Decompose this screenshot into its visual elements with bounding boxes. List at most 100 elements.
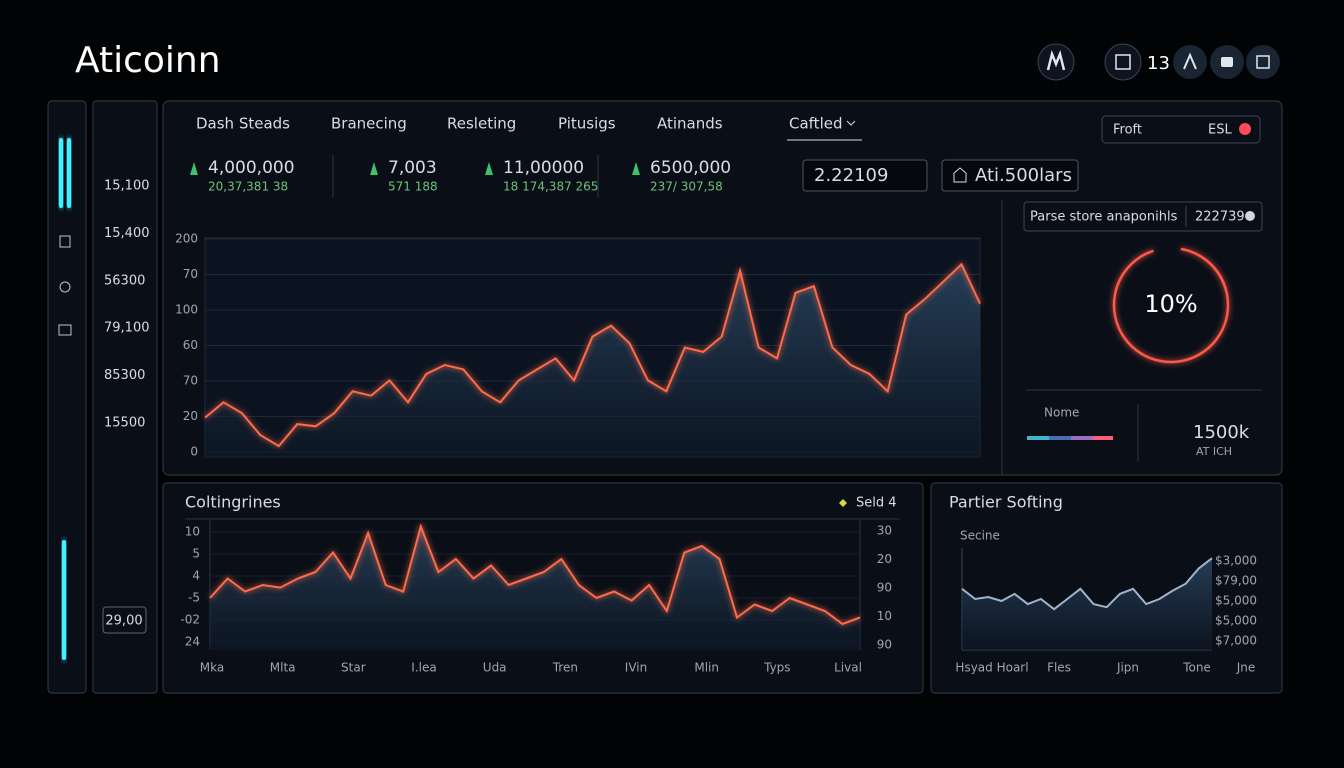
- y-tick-label: $79,00: [1215, 574, 1257, 588]
- ring-label: 10%: [1144, 290, 1197, 318]
- y2-tick-label: 90: [877, 638, 892, 652]
- stats: 4,000,000 20,37,381 38 7,003 571 188 11,0000…: [190, 158, 731, 194]
- field-value: 222739: [1195, 210, 1245, 225]
- y2-tick-label: 10: [877, 609, 892, 623]
- filter[interactable]: [1101, 115, 1261, 144]
- x-tick-label: Typs: [763, 661, 790, 675]
- tab[interactable]: Resleting: [447, 115, 516, 133]
- icon: [1256, 55, 1270, 69]
- legend-bar: [1027, 436, 1049, 440]
- stat-icon: [632, 162, 640, 175]
- icon: [953, 167, 967, 183]
- input-value: 2.22109: [814, 165, 888, 186]
- tab[interactable]: Dash Steads: [196, 115, 290, 133]
- y-tick-label: 4: [192, 569, 200, 583]
- stat-sub: 237/ 307,58: [650, 180, 723, 194]
- icon-button[interactable]: [1246, 45, 1280, 79]
- tab[interactable]: Pitusigs: [558, 115, 616, 133]
- line: [209, 523, 861, 626]
- x-tick-label: Mlta: [270, 661, 296, 675]
- footer-box: [102, 606, 147, 634]
- icon-button[interactable]: [1173, 45, 1207, 79]
- legend-label: Nome: [1044, 406, 1079, 420]
- badge: 13: [1147, 53, 1170, 74]
- x-tick-label: Tone: [1182, 661, 1211, 675]
- icon-button[interactable]: [1104, 43, 1142, 81]
- legend-bar: [1093, 436, 1113, 440]
- y-tick-label: 70: [183, 374, 198, 388]
- stat-sub: 18 174,387 265: [503, 180, 598, 194]
- legend-marker: [839, 499, 847, 507]
- legend-bar: [1071, 436, 1093, 440]
- icon: [1221, 57, 1233, 67]
- y-tick-label: $5,000: [1215, 614, 1257, 628]
- icon: [1245, 211, 1255, 221]
- legend-label: Seld 4: [856, 496, 897, 511]
- stat-icon: [190, 162, 198, 175]
- y-tick-label: 0: [190, 445, 198, 459]
- input[interactable]: [802, 159, 928, 192]
- footer-value: 29,00: [105, 614, 142, 629]
- x-tick-label: Uda: [483, 661, 507, 675]
- y-tick-label: -5: [188, 591, 200, 605]
- y-tick-label: 24: [185, 635, 200, 649]
- nav-icon[interactable]: [59, 235, 71, 248]
- y-tick-label: 70: [183, 267, 198, 281]
- y-tick-label: 10: [185, 525, 200, 539]
- tab[interactable]: Branecing: [331, 115, 407, 133]
- app-title: Aticoinn: [75, 40, 221, 81]
- nav-icon[interactable]: [59, 281, 71, 293]
- panel-title: Partier Softing: [949, 493, 1063, 512]
- x-tick-label: Mka: [200, 661, 224, 675]
- y-tick-label: 200: [175, 232, 198, 246]
- sidebar-value: 15,100: [104, 179, 150, 194]
- total: 1500k: [1193, 422, 1250, 443]
- y2-tick-label: 20: [877, 552, 892, 566]
- area: [205, 264, 980, 457]
- area: [210, 526, 860, 650]
- ring: [1112, 246, 1230, 364]
- x-tick-label: IVin: [625, 661, 647, 675]
- right-chart: $3,000 $79,00 $5,000 $5,000 $7,000 Hsyad Hoar…: [955, 548, 1257, 675]
- y-tick-label: 5: [192, 547, 200, 561]
- dropdown-caret: [846, 120, 856, 126]
- sidebar-values: 15,100 15,400 56300 79,100 85300 15500: [104, 179, 150, 431]
- indicator: [59, 138, 63, 208]
- tab[interactable]: Caftled: [789, 115, 842, 133]
- tabs: Dash Steads Branecing Resleting Pitusigs Ati…: [196, 115, 842, 133]
- stat-value: 4,000,000: [208, 158, 295, 178]
- filter-label: Froft: [1113, 123, 1142, 138]
- filter-value: ESL: [1208, 123, 1232, 138]
- panel-subtitle: Secine: [960, 529, 1000, 543]
- line: [961, 557, 1213, 611]
- stat-value: 7,003: [388, 158, 437, 178]
- y-tick-label: -02: [180, 613, 200, 627]
- y2-tick-label: 90: [877, 581, 892, 595]
- tab[interactable]: Atinands: [657, 115, 723, 133]
- value-column: [92, 100, 158, 694]
- indicator: [67, 138, 71, 208]
- stat-value: 6500,000: [650, 158, 731, 178]
- stat-sub: 20,37,381 38: [208, 180, 288, 194]
- x-tick-label: Jipn: [1116, 661, 1139, 675]
- y-tick-label: 20: [183, 409, 198, 423]
- y2-tick-label: 30: [877, 524, 892, 538]
- field[interactable]: [1023, 201, 1263, 232]
- y-tick-label: $7,000: [1215, 634, 1257, 648]
- button[interactable]: [941, 159, 1079, 192]
- stat-value: 11,00000: [503, 158, 584, 178]
- lower-chart: 10 5 4 -5 -02 24 30 20 90 10 90 Mka Mlta Star I.lea Uda…: [180, 518, 900, 675]
- sidebar-value: 15,400: [104, 226, 150, 241]
- y-tick-label: $3,000: [1215, 554, 1257, 568]
- x-tick-label: Tren: [552, 661, 578, 675]
- sidebar: [47, 100, 87, 694]
- stat-icon: [485, 162, 493, 175]
- nav-icon[interactable]: [58, 324, 72, 336]
- icon: [1183, 52, 1197, 70]
- panel-title: Coltingrines: [185, 493, 281, 512]
- stat-icon: [370, 162, 378, 175]
- sidebar-value: 56300: [104, 273, 145, 288]
- y-tick-label: 100: [175, 303, 198, 317]
- total-sub: AT ICH: [1196, 445, 1232, 458]
